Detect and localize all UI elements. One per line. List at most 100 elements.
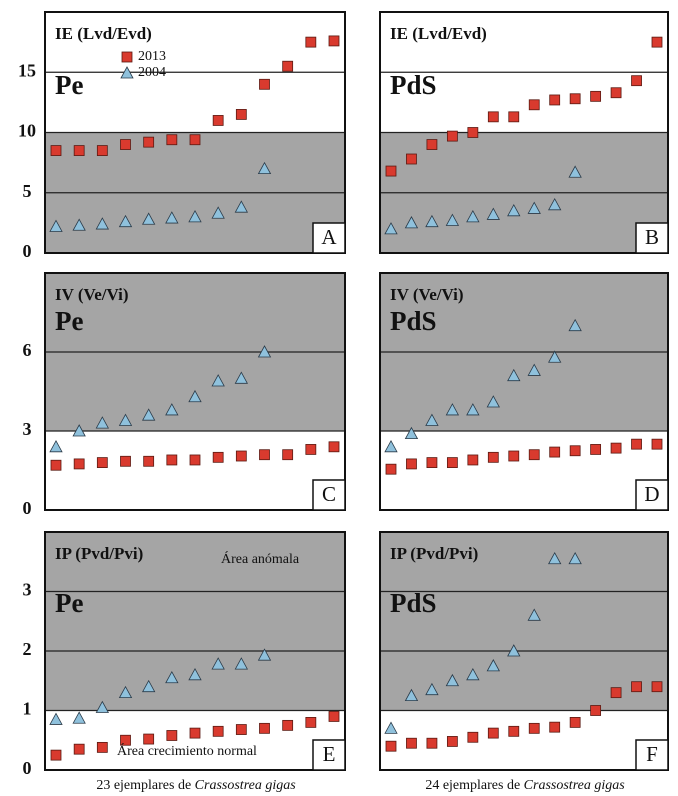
triangle-marker: [507, 203, 521, 217]
y-tick-label: 1: [23, 699, 32, 719]
square-marker: [426, 457, 438, 469]
legend-label: 2013: [138, 49, 166, 64]
triangle-marker: [49, 712, 63, 725]
square-marker: [406, 737, 417, 749]
square-marker: [121, 51, 133, 63]
triangle-marker: [425, 413, 439, 426]
square-marker: [305, 36, 317, 48]
square-marker: [549, 94, 561, 106]
square-marker: [446, 130, 458, 142]
square-marker: [212, 115, 224, 126]
triangle-marker: [384, 439, 398, 453]
panel-border: [379, 272, 669, 511]
caption-species: Crassostrea gigas: [195, 778, 297, 793]
triangle-marker: [568, 318, 582, 332]
shaded-area: [380, 532, 668, 711]
triangle-marker: [234, 200, 249, 213]
y-tick-label: 6: [23, 340, 32, 360]
square-marker: [467, 454, 479, 466]
panel-label: B: [645, 225, 659, 249]
triangle-marker: [72, 711, 86, 724]
square-marker: [528, 99, 540, 111]
triangle-marker: [188, 210, 202, 223]
triangle-marker: [425, 214, 439, 228]
square-marker: [189, 454, 201, 466]
square-marker: [96, 741, 108, 753]
triangle-marker: [165, 211, 179, 224]
legend-label: 2004: [138, 65, 166, 80]
triangle-marker: [165, 403, 179, 416]
panel-border: [44, 531, 346, 771]
square-marker: [528, 449, 540, 461]
square-marker: [328, 711, 340, 722]
triangle-marker: [425, 682, 439, 696]
panel-border: [379, 11, 669, 254]
square-marker: [569, 445, 581, 457]
square-marker: [487, 727, 499, 739]
triangle-marker: [211, 206, 225, 219]
panel-subtitle: Pe: [55, 306, 83, 336]
square-marker: [467, 127, 479, 138]
triangle-marker: [404, 688, 419, 702]
triangle-marker: [384, 222, 398, 235]
square-marker: [189, 134, 201, 146]
square-marker: [50, 459, 62, 471]
square-marker: [508, 725, 520, 737]
triangle-marker: [507, 368, 521, 382]
square-marker: [549, 721, 561, 733]
caption-text: 24 ejemplares de: [425, 778, 523, 793]
square-marker: [467, 731, 479, 743]
square-marker: [610, 687, 622, 699]
square-marker: [143, 455, 155, 467]
panel-label: D: [644, 482, 659, 506]
square-marker: [328, 35, 340, 47]
panel-subtitle: PdS: [390, 588, 437, 618]
triangle-marker: [445, 403, 460, 416]
caption: 24 ejemplares de Crassostrea gigas: [425, 778, 625, 793]
triangle-marker: [49, 219, 63, 232]
square-marker: [631, 438, 642, 450]
triangle-marker: [188, 667, 202, 681]
y-tick-label: 10: [18, 121, 36, 141]
square-marker: [446, 457, 458, 469]
square-marker: [406, 458, 417, 470]
triangle-marker: [404, 216, 419, 229]
panel-subtitle: PdS: [390, 70, 437, 100]
square-marker: [610, 442, 622, 454]
square-marker: [96, 145, 108, 156]
square-marker: [235, 450, 247, 462]
square-marker: [385, 463, 397, 475]
caption: 23 ejemplares de Crassostrea gigas: [96, 778, 296, 793]
square-marker: [406, 153, 417, 165]
square-marker: [235, 109, 247, 120]
triangle-marker: [118, 413, 133, 426]
triangle-marker: [404, 426, 419, 440]
square-marker: [528, 722, 540, 734]
triangle-marker: [548, 551, 562, 565]
caption-species: Crassostrea gigas: [524, 778, 626, 793]
triangle-marker: [548, 197, 562, 211]
triangle-marker: [49, 439, 63, 453]
panel-border: [44, 272, 346, 511]
square-marker: [569, 717, 581, 728]
triangle-marker: [527, 608, 541, 621]
triangle-marker: [486, 659, 500, 672]
triangle-marker: [118, 214, 133, 228]
square-marker: [120, 734, 131, 746]
square-marker: [487, 451, 499, 463]
triangle-marker: [257, 648, 272, 661]
triangle-marker: [165, 670, 179, 684]
square-marker: [508, 111, 520, 123]
square-marker: [73, 743, 85, 755]
square-marker: [590, 444, 602, 455]
square-marker: [651, 36, 663, 48]
square-marker: [426, 737, 438, 749]
panel-label: A: [321, 225, 337, 249]
square-marker: [96, 457, 108, 469]
square-marker: [282, 449, 294, 461]
triangle-marker: [257, 161, 272, 175]
panel-label-box: [312, 479, 346, 511]
square-marker: [328, 441, 340, 453]
panel-label: C: [322, 482, 336, 506]
